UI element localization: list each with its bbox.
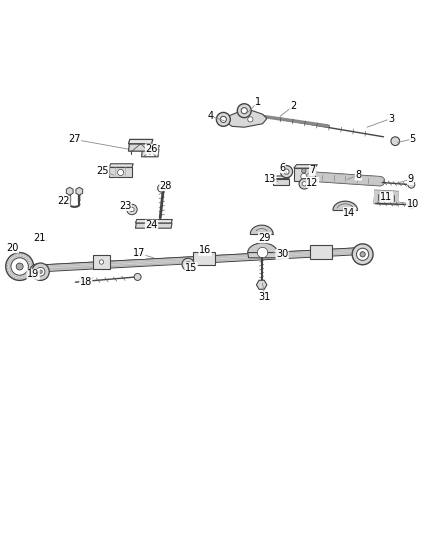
Text: 3: 3 [388,114,394,124]
Circle shape [257,247,268,258]
Text: 28: 28 [160,181,172,191]
Polygon shape [272,179,289,184]
Circle shape [6,253,34,280]
Text: 23: 23 [119,200,131,211]
Text: 10: 10 [406,199,419,209]
Circle shape [185,262,191,267]
Circle shape [241,108,247,114]
Text: 17: 17 [133,248,145,259]
Text: 6: 6 [279,163,285,173]
Circle shape [301,173,307,180]
Polygon shape [311,245,332,259]
Polygon shape [93,255,110,269]
Text: 19: 19 [27,269,39,279]
Circle shape [357,248,369,261]
Text: 26: 26 [145,144,158,154]
Polygon shape [135,223,172,228]
Polygon shape [19,247,365,273]
Polygon shape [141,146,159,149]
Text: 30: 30 [276,249,288,260]
Polygon shape [135,220,173,223]
Text: 24: 24 [145,220,158,230]
Polygon shape [110,164,133,167]
Circle shape [134,273,141,280]
Circle shape [11,258,28,275]
Text: 15: 15 [185,263,198,273]
Circle shape [117,169,124,175]
Polygon shape [333,201,357,210]
Circle shape [34,268,42,276]
Text: 25: 25 [96,166,109,176]
Circle shape [284,169,289,174]
Text: 9: 9 [407,174,413,184]
Text: 5: 5 [410,134,416,144]
Polygon shape [272,176,290,179]
Circle shape [151,223,156,228]
Circle shape [39,270,42,273]
Circle shape [299,179,310,189]
Circle shape [360,252,365,257]
Circle shape [237,104,251,118]
Text: 22: 22 [57,196,70,206]
Polygon shape [193,252,215,265]
Circle shape [158,184,166,192]
Circle shape [99,260,104,264]
Circle shape [302,182,307,186]
Text: 12: 12 [307,177,319,188]
Circle shape [30,264,46,279]
Polygon shape [66,187,73,195]
Circle shape [391,137,399,146]
Polygon shape [76,187,83,195]
Text: 18: 18 [80,277,92,287]
Text: 1: 1 [255,97,261,107]
Polygon shape [294,165,318,168]
Polygon shape [110,167,132,177]
Text: 11: 11 [381,192,393,202]
Text: 13: 13 [264,174,276,183]
Polygon shape [226,109,267,127]
Text: 31: 31 [258,292,271,302]
Text: 8: 8 [355,170,361,180]
Text: 2: 2 [290,101,296,111]
Polygon shape [19,247,367,268]
Circle shape [32,263,49,280]
Text: 14: 14 [343,207,356,217]
Text: 29: 29 [258,233,271,243]
Circle shape [36,268,45,276]
Circle shape [182,258,194,270]
Polygon shape [128,144,152,151]
Text: 21: 21 [33,233,46,243]
Polygon shape [141,149,159,157]
Polygon shape [248,253,277,258]
Polygon shape [294,168,315,181]
Polygon shape [256,280,267,289]
Circle shape [408,181,415,188]
Text: 7: 7 [310,165,316,175]
Circle shape [127,204,137,215]
Text: 16: 16 [199,245,211,255]
Circle shape [302,168,306,173]
Circle shape [280,166,293,177]
Text: 20: 20 [6,243,18,253]
Polygon shape [144,151,156,156]
Circle shape [352,244,373,265]
Circle shape [220,116,226,123]
Circle shape [408,201,415,208]
Circle shape [248,117,253,122]
Text: 27: 27 [68,134,81,144]
Circle shape [16,263,23,270]
Circle shape [216,112,230,126]
Polygon shape [128,140,153,144]
Text: 4: 4 [207,111,213,122]
Circle shape [130,207,134,212]
